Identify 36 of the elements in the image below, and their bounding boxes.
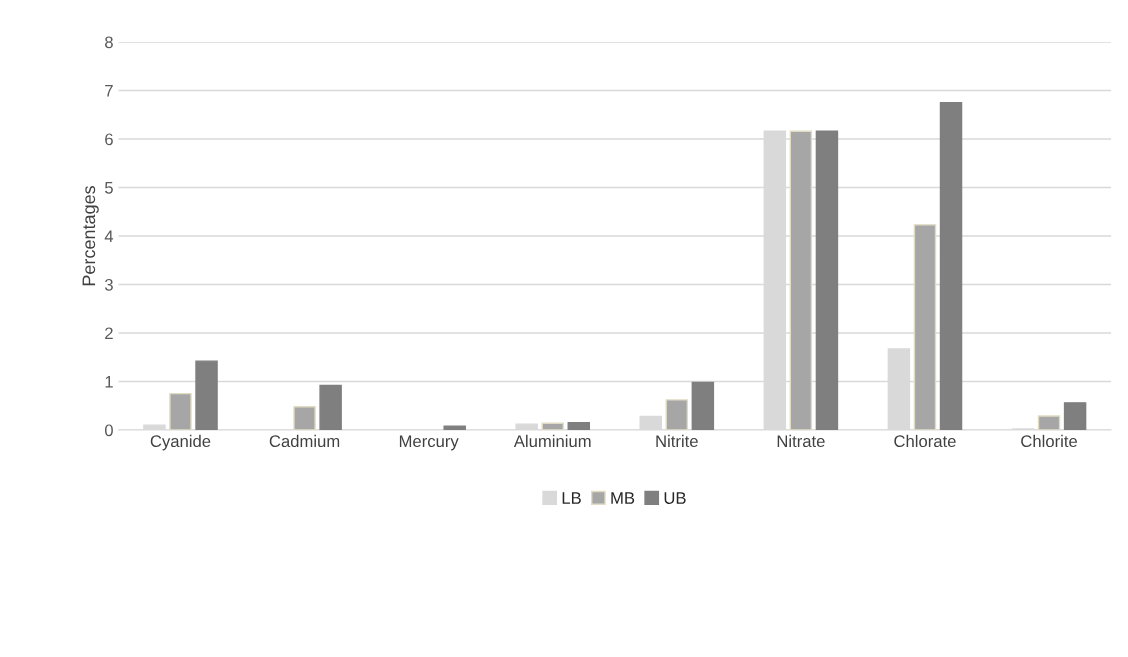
bar [665,399,689,430]
y-tick-label: 8 [105,36,113,49]
bar [815,130,839,430]
y-tick-label: 2 [105,327,113,340]
x-tick-label: Cadmium [269,434,340,448]
x-tick-label: Chlorate [894,434,956,448]
legend-label: UB [664,492,686,504]
x-tick-label: Mercury [399,435,459,451]
x-tick-label: Cyanide [150,434,211,451]
y-tick-label: 4 [104,230,114,243]
y-tick-label: 6 [105,133,113,146]
bar [913,224,937,430]
bar [939,101,963,430]
y-tick-label: 0 [104,424,113,437]
bar [567,422,591,430]
x-tick-label: Aluminium [513,434,591,448]
y-axis-title: Percentages [82,185,99,286]
bar [319,384,342,430]
y-tick-label: 5 [104,182,113,194]
bar [195,360,218,430]
bar [691,381,715,430]
bar [541,422,564,430]
bar [293,406,316,430]
bar [1037,415,1061,430]
legend-label: MB [611,492,635,504]
bar [443,425,466,430]
bar [169,392,192,430]
bar [789,130,813,430]
legend-label: LB [562,492,581,504]
y-tick-label: 3 [104,278,113,291]
bar [1063,402,1087,430]
y-tick-label: 1 [105,376,113,388]
x-tick-label: Chlorite [1021,434,1078,448]
y-tick-label: 7 [105,85,113,97]
x-tick-label: Nitrate [777,434,825,448]
x-tick-label: Nitrite [656,434,698,448]
